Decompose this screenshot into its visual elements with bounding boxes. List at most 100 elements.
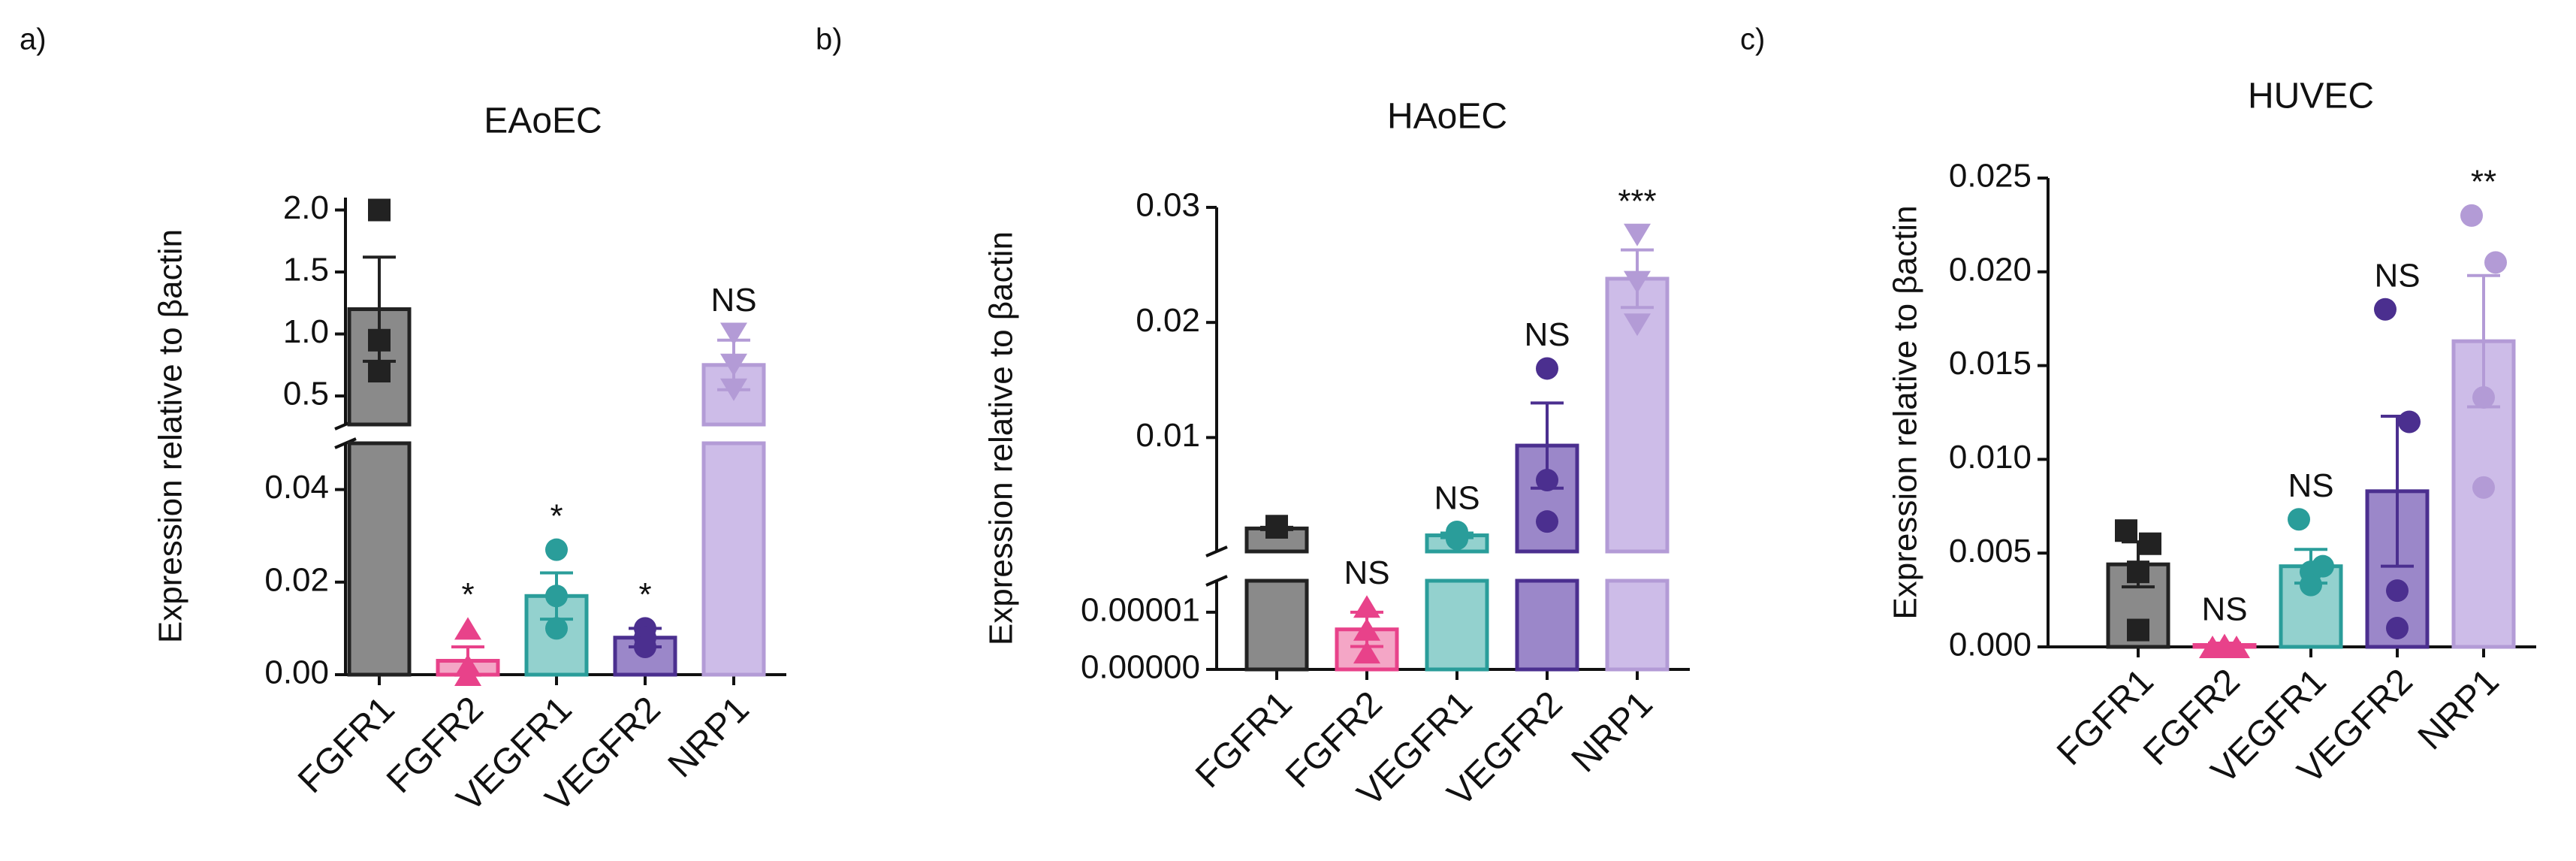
- y-tick-label: 0.00001: [1081, 591, 1200, 628]
- data-point: [545, 538, 568, 561]
- y-tick-label: 0.04: [264, 469, 329, 506]
- bar-segment: [701, 441, 766, 677]
- y-tick-label: 0.03: [1136, 187, 1200, 224]
- bar-segment: [1515, 579, 1579, 672]
- data-point: [2460, 204, 2483, 227]
- significance-label: NS: [1434, 480, 1480, 517]
- bar-segment: [1605, 579, 1670, 672]
- data-point: [1624, 270, 1651, 294]
- y-tick-label: 0.005: [1949, 533, 2032, 569]
- significance-label: NS: [1344, 554, 1389, 591]
- panel-label: c): [1740, 23, 1765, 56]
- x-tick-label: NRP1: [661, 689, 757, 785]
- significance-label: *: [550, 497, 563, 534]
- data-point: [2484, 251, 2507, 274]
- significance-label: ***: [1618, 183, 1656, 219]
- data-point: [2139, 532, 2161, 555]
- bar: [1425, 533, 1489, 672]
- significance-label: NS: [710, 282, 756, 319]
- data-point: [1624, 313, 1651, 337]
- y-tick-label: 1.5: [283, 252, 329, 289]
- data-point: [2398, 410, 2421, 434]
- bar-segment: [1244, 579, 1309, 672]
- y-axis-label: Expression relative to βactin: [983, 231, 1020, 645]
- axis-break: [1205, 575, 1228, 587]
- data-point: [1353, 595, 1380, 618]
- chart-title: EAoEC: [484, 101, 602, 141]
- bar: [701, 363, 766, 677]
- data-point: [1353, 641, 1380, 664]
- data-point: [368, 360, 391, 383]
- data-point: [720, 378, 747, 401]
- data-point: [2127, 560, 2149, 584]
- bar-segment: [347, 441, 412, 677]
- y-axis-label: Expression relative to βactin: [152, 229, 189, 643]
- data-point: [634, 636, 656, 659]
- y-tick-label: 0.02: [1136, 302, 1200, 339]
- y-tick-label: 0.000: [1949, 627, 2032, 663]
- data-point: [1265, 515, 1288, 538]
- significance-label: **: [2471, 164, 2496, 201]
- significance-label: NS: [2288, 467, 2333, 504]
- y-tick-label: 0.5: [283, 376, 329, 412]
- data-point: [454, 617, 481, 640]
- data-point: [545, 617, 568, 640]
- y-tick-label: 0.00: [264, 654, 329, 691]
- data-point: [2472, 476, 2495, 499]
- bar: [1605, 276, 1670, 672]
- y-tick-label: 2.0: [283, 189, 329, 226]
- data-point: [545, 585, 568, 608]
- y-tick-label: 0.020: [1949, 251, 2032, 288]
- data-point: [2374, 298, 2397, 321]
- data-point: [1624, 223, 1651, 246]
- x-tick-label: FGFR1: [291, 689, 403, 801]
- y-axis-label: Expression relative to βactin: [1887, 205, 1924, 619]
- x-tick-label: FGFR1: [2050, 661, 2161, 773]
- data-point: [368, 328, 391, 352]
- chart-title: HAoEC: [1387, 97, 1507, 137]
- data-point: [2300, 573, 2322, 597]
- data-point: [2386, 579, 2409, 603]
- data-point: [2211, 636, 2238, 658]
- significance-label: *: [638, 576, 651, 613]
- axis-break: [1205, 545, 1228, 557]
- significance-label: *: [461, 576, 474, 613]
- y-tick-label: 0.00000: [1081, 649, 1200, 686]
- data-point: [1536, 469, 1558, 492]
- data-point: [1536, 357, 1558, 380]
- data-point: [1536, 510, 1558, 533]
- bar: [1515, 443, 1579, 672]
- x-tick-label: NRP1: [2411, 661, 2507, 757]
- data-point: [2386, 617, 2409, 640]
- panel-label: b): [816, 23, 843, 56]
- x-tick-label: FGFR1: [1188, 684, 1300, 796]
- data-point: [720, 353, 747, 376]
- data-point: [2472, 386, 2495, 409]
- data-point: [1446, 527, 1468, 551]
- y-tick-label: 1.0: [283, 313, 329, 350]
- bar-segment: [1425, 579, 1489, 672]
- y-tick-label: 0.02: [264, 561, 329, 598]
- y-tick-label: 0.01: [1136, 417, 1200, 454]
- significance-label: NS: [1524, 316, 1570, 353]
- data-point: [2127, 618, 2149, 642]
- axis-break: [334, 437, 357, 449]
- data-point: [2288, 508, 2310, 531]
- data-point: [368, 198, 391, 222]
- significance-label: NS: [2201, 591, 2247, 628]
- bar: [1244, 526, 1309, 672]
- data-point: [720, 322, 747, 346]
- bar-segment: [1244, 526, 1309, 554]
- significance-label: NS: [2374, 257, 2420, 294]
- y-tick-label: 0.010: [1949, 439, 2032, 476]
- bar: [347, 307, 412, 677]
- data-point: [1353, 618, 1380, 641]
- data-point: [454, 663, 481, 686]
- y-tick-label: 0.025: [1949, 158, 2032, 195]
- chart-title: HUVEC: [2248, 77, 2374, 116]
- panel-label: a): [20, 23, 47, 56]
- x-tick-label: NRP1: [1564, 684, 1661, 780]
- y-tick-label: 0.015: [1949, 345, 2032, 382]
- data-point: [2115, 519, 2137, 542]
